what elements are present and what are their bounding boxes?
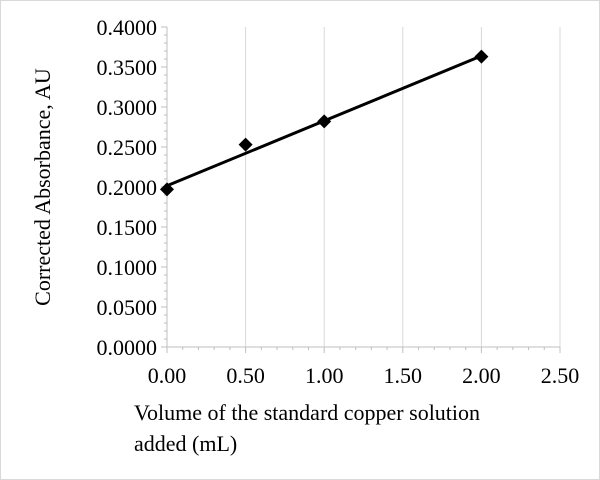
axes — [166, 27, 560, 348]
x-tick-label: 2.00 — [462, 363, 501, 388]
tick-marks — [161, 26, 561, 353]
y-tick-label: 0.4000 — [97, 15, 158, 40]
y-tick-label: 0.1000 — [97, 255, 158, 280]
x-tick-label: 2.50 — [541, 363, 580, 388]
x-gridlines — [245, 27, 561, 347]
y-tick-label: 0.3500 — [97, 55, 158, 80]
x-axis-title-line-2: added (mL) — [134, 431, 237, 456]
y-tick-label: 0.3000 — [97, 95, 158, 120]
data-point — [160, 182, 174, 197]
data-point — [317, 114, 332, 129]
x-axis-title-line-1: Volume of the standard copper solution — [134, 400, 480, 425]
y-tick-label: 0.1500 — [97, 215, 158, 240]
data-point — [238, 137, 253, 152]
y-tick-label: 0.0000 — [97, 335, 158, 360]
data-point — [474, 49, 489, 64]
y-tick-label: 0.0500 — [97, 295, 158, 320]
x-tick-label: 1.50 — [384, 363, 423, 388]
x-tick-label: 1.00 — [305, 363, 344, 388]
tick-labels: 0.0000 0.0500 0.1000 0.1500 0.2000 0.2500 0.30… — [97, 15, 580, 388]
y-axis-title: Corrected Absorbance, AU — [30, 68, 55, 306]
x-tick-label: 0.50 — [226, 363, 265, 388]
data-points — [160, 49, 489, 197]
x-tick-label: 0.00 — [148, 363, 187, 388]
y-tick-label: 0.2500 — [97, 135, 158, 160]
y-tick-label: 0.2000 — [97, 175, 158, 200]
